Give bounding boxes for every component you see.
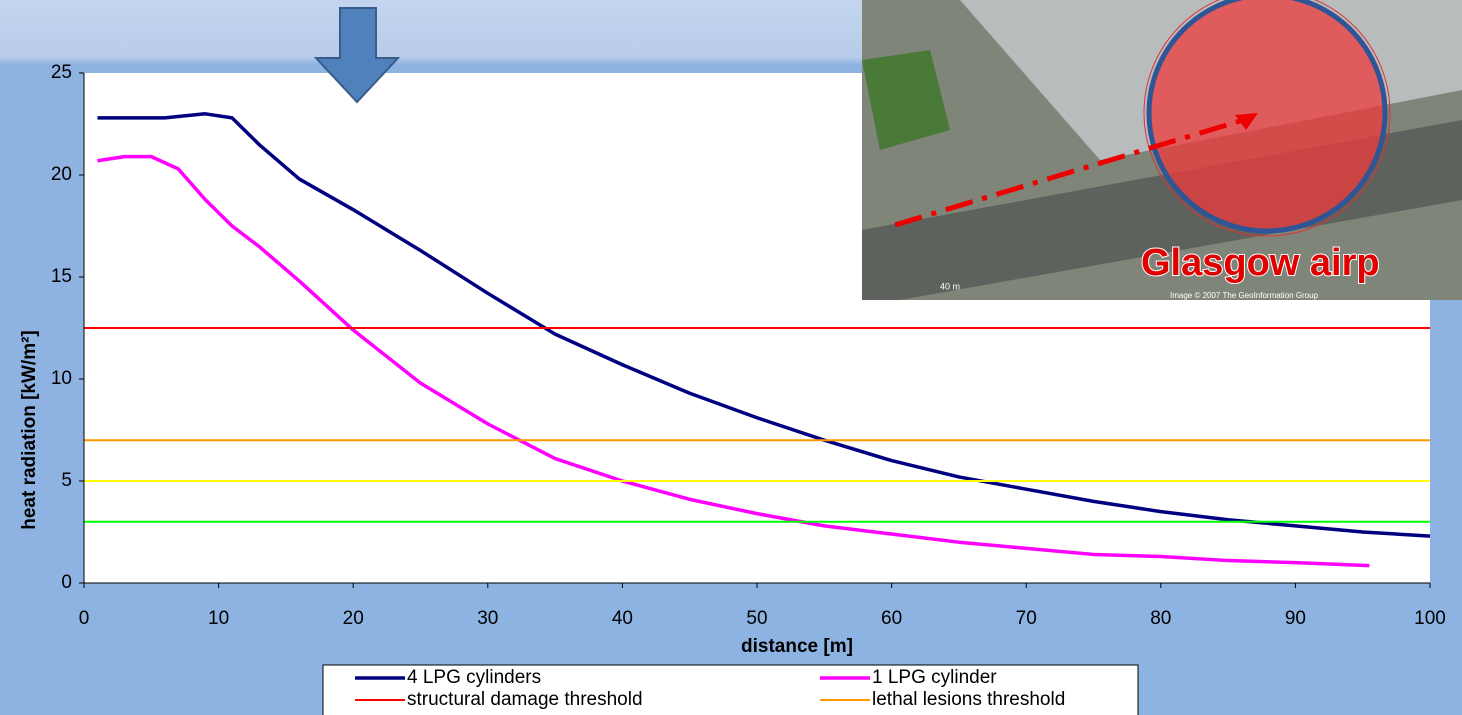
y-axis-label: heat radiation [kW/m²] xyxy=(19,330,40,530)
x-tick-label: 90 xyxy=(1285,608,1306,629)
page: distance [m] heat radiation [kW/m²] 4 LP… xyxy=(0,0,1462,715)
hazard-circle xyxy=(1149,0,1385,231)
x-tick-label: 20 xyxy=(343,608,364,629)
x-tick-label: 80 xyxy=(1150,608,1171,629)
chart: distance [m] heat radiation [kW/m²] 4 LP… xyxy=(0,0,1462,715)
x-tick-label: 40 xyxy=(612,608,633,629)
credit: Image © 2007 The GeoInformation Group xyxy=(1170,291,1319,300)
legend-label: structural damage threshold xyxy=(407,689,643,710)
y-tick-label: 15 xyxy=(51,266,72,287)
x-tick-label: 10 xyxy=(208,608,229,629)
legend-label: 4 LPG cylinders xyxy=(407,667,541,688)
y-tick-label: 25 xyxy=(51,62,72,83)
x-tick-label: 60 xyxy=(881,608,902,629)
x-tick-label: 0 xyxy=(79,608,90,629)
photo: 40 m Image © 2007 The GeoInformation Gro… xyxy=(862,0,1462,300)
x-tick-label: 70 xyxy=(1016,608,1037,629)
photo-caption: Glasgow airp xyxy=(1141,242,1380,284)
scale-label: 40 m xyxy=(940,281,960,291)
x-tick-label: 30 xyxy=(477,608,498,629)
legend-label: lethal lesions threshold xyxy=(872,689,1065,710)
y-tick-label: 5 xyxy=(61,470,72,491)
y-tick-label: 0 xyxy=(61,572,72,593)
x-tick-label: 50 xyxy=(746,608,767,629)
legend-label: 1 LPG cylinder xyxy=(872,667,997,688)
y-tick-label: 20 xyxy=(51,164,72,185)
x-tick-label: 100 xyxy=(1414,608,1446,629)
x-axis-label: distance [m] xyxy=(741,636,853,657)
y-tick-label: 10 xyxy=(51,368,72,389)
